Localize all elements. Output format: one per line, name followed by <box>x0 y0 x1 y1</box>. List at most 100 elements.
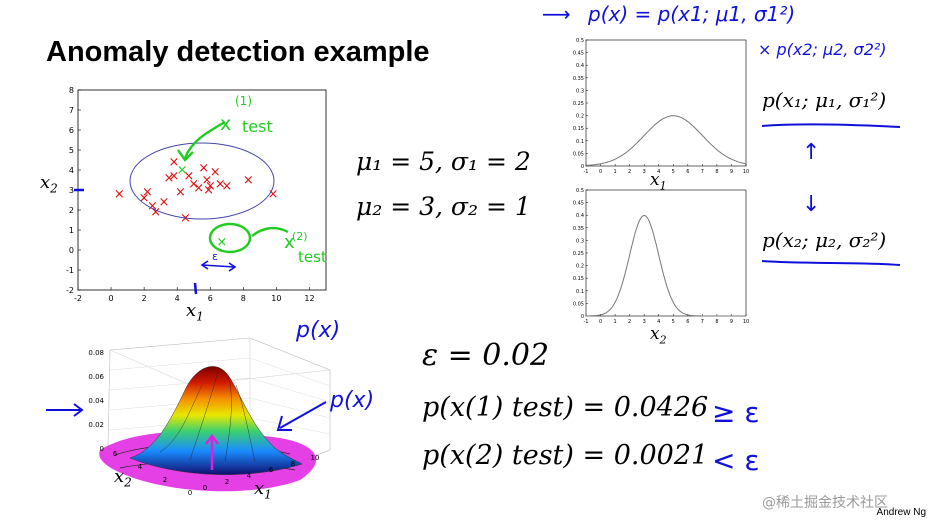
scatter-point: × <box>168 155 179 170</box>
scatter-point: × <box>221 179 232 194</box>
surface-x1-tick: 10 <box>311 454 320 462</box>
pdf-y-tick: 0.35 <box>573 76 584 82</box>
pdf-x-tick: 9 <box>730 319 733 325</box>
scatter-point: × <box>168 169 179 184</box>
scatter-point: × <box>268 187 279 202</box>
pdf-x-tick: 0 <box>599 319 602 325</box>
pdf-plot-x2-label: x2 <box>650 324 667 347</box>
pdf-y-tick: 0.4 <box>576 63 584 69</box>
surface-x2-tick: 0 <box>188 489 192 497</box>
pdf-y-tick: 0.1 <box>576 289 584 295</box>
scatter-x-tick: 4 <box>175 294 180 303</box>
scatter-point: × <box>139 191 150 206</box>
scatter-point: × <box>198 161 209 176</box>
scatter-point: × <box>210 165 221 180</box>
pdf-x-tick: 4 <box>657 169 660 175</box>
scatter-point: × <box>142 185 153 200</box>
scatter-y-tick: -1 <box>66 266 74 275</box>
scatter-point: × <box>163 171 174 186</box>
scatter-point: × <box>183 169 194 184</box>
footer-author: Andrew Ng <box>876 507 926 518</box>
slide-title: Anomaly detection example <box>46 36 430 68</box>
pdf-x-tick: -1 <box>584 319 589 325</box>
pdf-y-tick: 0.3 <box>576 238 584 244</box>
pdf-x-tick: 6 <box>686 169 689 175</box>
up-arrow-icon: ↑ <box>802 140 821 165</box>
scatter-point: × <box>202 173 213 188</box>
scatter-y-tick: 4 <box>69 166 74 175</box>
pdf-y-tick: 0.05 <box>573 301 584 307</box>
surface-z-tick: 0.02 <box>88 421 104 429</box>
surface-z-tick: 0 <box>100 445 104 453</box>
pdf-y-tick: 0.2 <box>576 264 584 270</box>
scatter-point: × <box>203 183 214 198</box>
down-arrow-icon: ↓ <box>802 192 821 217</box>
pdf-y-tick: 0.5 <box>576 188 584 194</box>
scatter-x-tick: -2 <box>74 294 82 303</box>
surface-x1-label: x1 <box>254 478 272 502</box>
pdf-y-tick: 0.3 <box>576 88 584 94</box>
pdf-x-tick: 2 <box>628 319 631 325</box>
handwritten-underline-1 <box>761 123 901 128</box>
pdf-y-tick: 0.05 <box>573 151 584 157</box>
pdf-plot-x1-label: x1 <box>650 170 667 193</box>
surface-x1-tick: 8 <box>291 460 295 468</box>
surface-x2-tick: 6 <box>113 450 118 458</box>
pdf-y-tick: 0 <box>581 164 584 170</box>
scatter-y-tick: 2 <box>69 206 74 215</box>
pdf-plot-x2: -1 0 1 2 3 4 5 6 7 8 9 1000.050.10.150.20.250.30.35… <box>573 188 749 325</box>
surface-x2-tick: 2 <box>163 476 167 484</box>
pdf-x-tick: 1 <box>613 169 616 175</box>
pdf-x-tick: 1 <box>613 319 616 325</box>
handwritten-formula-top-2: × p(x2; μ2, σ2²) <box>758 40 887 59</box>
scatter-y-tick: 7 <box>69 106 74 115</box>
scatter-point: × <box>159 195 170 210</box>
pdf-x-tick: 4 <box>657 319 660 325</box>
pdf-y-tick: 0.15 <box>573 126 584 132</box>
pdf-x-tick: 6 <box>686 319 689 325</box>
handwritten-underline-2 <box>761 260 901 266</box>
surface-z-tick: 0.08 <box>88 349 104 357</box>
svg-text:test: test <box>298 248 327 266</box>
handwritten-formula-top: p(x) = p(x1; μ1, σ1²) <box>588 2 796 26</box>
scatter-point: × <box>215 177 226 192</box>
test1-annotation: x <box>220 113 231 135</box>
scatter-y-tick: 6 <box>69 126 74 135</box>
scatter-y-tick: 8 <box>69 86 74 95</box>
p-test-1: p(x(1) test) = 0.0426 <box>422 392 709 423</box>
scatter-y-tick: 1 <box>69 226 74 235</box>
scatter-point: × <box>243 173 254 188</box>
pdf-y-tick: 0.5 <box>576 38 584 44</box>
scatter-point: × <box>175 185 186 200</box>
pdf-y-tick: 0.25 <box>573 251 584 257</box>
pdf-x-tick: 3 <box>643 169 646 175</box>
pdf-x-tick: 8 <box>715 169 718 175</box>
pdf-y-tick: 0.45 <box>573 201 584 207</box>
pdf-x-tick: 3 <box>643 319 646 325</box>
param-line-1: μ₁ = 5, σ₁ = 2 <box>356 147 531 176</box>
surface-x1-tick: 0 <box>203 484 207 492</box>
scatter-y-tick: -2 <box>66 286 74 295</box>
svg-text:test: test <box>242 117 273 136</box>
scatter-point: × <box>150 205 161 220</box>
pdf-y-tick: 0 <box>581 314 584 320</box>
pdf-x-tick: 0 <box>599 169 602 175</box>
surface-px-top: p(x) <box>296 318 341 343</box>
scatter-point: × <box>188 177 199 192</box>
pdf-y-tick: 0.2 <box>576 114 584 120</box>
pdf-y-tick: 0.4 <box>576 213 584 219</box>
surface-plot: 0 0.02 0.04 0.06 0.08 0 2 4 6 8 10 0 2 4 6 <box>88 337 331 497</box>
pdf-y-tick: 0.35 <box>573 226 584 232</box>
surface-x1-tick: 6 <box>269 466 274 474</box>
scatter-x-tick: 10 <box>271 294 281 303</box>
surface-px-right: p(x) <box>330 388 375 413</box>
p-test-2: p(x(2) test) = 0.0021 <box>422 440 709 471</box>
pdf-x-tick: 7 <box>701 169 704 175</box>
scatter-x-tick: 0 <box>109 294 114 303</box>
pdf-y-tick: 0.1 <box>576 139 584 145</box>
pdf-x-tick: -1 <box>584 169 589 175</box>
svg-text:ε: ε <box>212 250 218 263</box>
handwritten-arrow-left <box>46 403 84 417</box>
pdf-x-tick: 7 <box>701 319 704 325</box>
